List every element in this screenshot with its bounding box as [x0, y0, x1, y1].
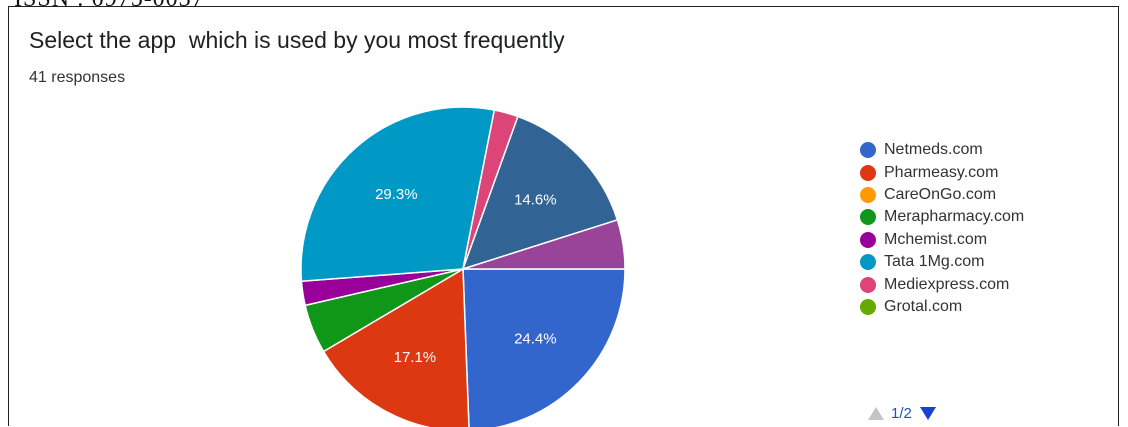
chart-card: Select the app which is used by you most… [8, 6, 1119, 427]
legend-item[interactable]: Mediexpress.com [860, 273, 1024, 295]
pie-chart: 24.4% 17.1% 29.3% 14.6% [300, 106, 626, 427]
pie-slice-8[interactable] [461, 115, 619, 271]
response-count: 41 responses [29, 69, 126, 86]
legend-swatch-icon [860, 164, 876, 181]
pie-slice-9[interactable] [462, 218, 626, 270]
slice-data-label: 17.1% [394, 349, 437, 366]
legend-swatch-icon [860, 186, 876, 203]
legend-swatch-icon [860, 209, 876, 226]
legend-pager: 1/2 [868, 405, 936, 422]
slice-data-label: 14.6% [514, 191, 557, 208]
legend-swatch-icon [860, 142, 876, 159]
pager-text: 1/2 [891, 405, 912, 422]
legend-item[interactable]: Mchemist.com [860, 229, 1024, 251]
legend-item[interactable]: CareOnGo.com [860, 184, 1024, 206]
legend-label: CareOnGo.com [884, 185, 997, 203]
triangle-up-icon[interactable] [868, 407, 884, 420]
legend-label: Grotal.com [884, 297, 963, 315]
pie-slice-tata-1mg-com[interactable] [300, 106, 496, 283]
pie-slice-pharmeasy-com[interactable] [322, 267, 470, 427]
legend-label: Tata 1Mg.com [884, 253, 985, 271]
legend-swatch-icon [860, 231, 876, 248]
legend-label: Mediexpress.com [884, 275, 1010, 293]
slice-data-label: 24.4% [514, 331, 557, 348]
legend-swatch-icon [860, 254, 876, 271]
legend-swatch-icon [860, 298, 876, 315]
legend-item[interactable]: Grotal.com [860, 296, 1024, 318]
chart-legend: Netmeds.com Pharmeasy.com CareOnGo.com Mera… [860, 139, 1024, 318]
legend-label: Pharmeasy.com [884, 163, 999, 181]
legend-label: Mchemist.com [884, 230, 988, 248]
legend-swatch-icon [860, 276, 876, 293]
pie-slice-netmeds-com[interactable] [462, 268, 626, 427]
legend-label: Netmeds.com [884, 141, 983, 159]
triangle-down-icon[interactable] [919, 407, 936, 420]
legend-item[interactable]: Merapharmacy.com [860, 206, 1024, 228]
legend-item[interactable]: Tata 1Mg.com [860, 251, 1024, 273]
chart-title: Select the app which is used by you most… [29, 27, 565, 53]
slice-data-label: 29.3% [375, 186, 418, 203]
legend-label: Merapharmacy.com [884, 208, 1025, 226]
legend-item[interactable]: Netmeds.com [860, 139, 1024, 161]
legend-item[interactable]: Pharmeasy.com [860, 161, 1024, 183]
